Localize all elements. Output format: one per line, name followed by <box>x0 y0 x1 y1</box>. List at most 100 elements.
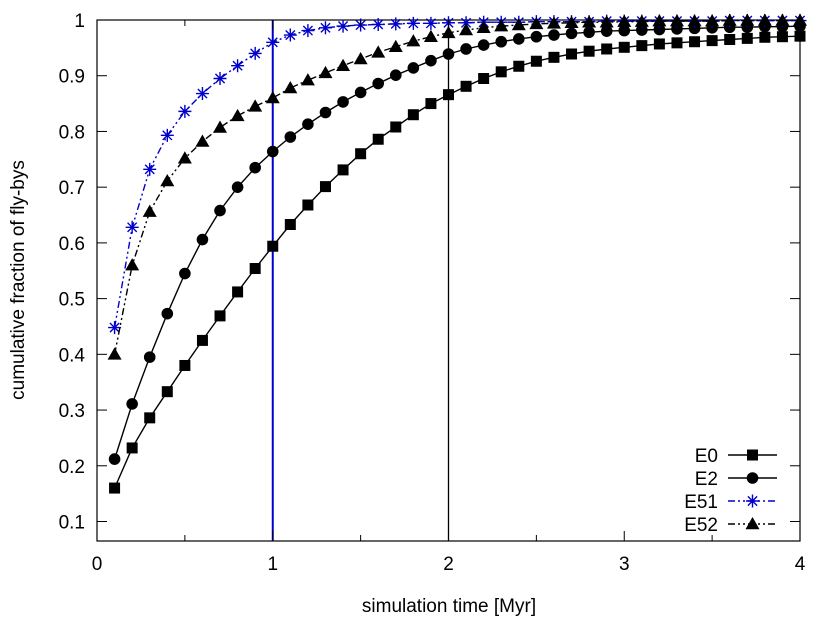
data-point-e2 <box>653 23 666 36</box>
x-axis-label: simulation time [Myr] <box>362 596 536 617</box>
data-point-e52 <box>599 15 614 28</box>
data-point-e52 <box>300 73 315 86</box>
data-point-e0 <box>249 263 261 275</box>
data-point-e0 <box>776 31 788 43</box>
data-point-e2 <box>389 69 402 81</box>
data-point-e0 <box>443 89 454 101</box>
data-point-e0 <box>741 32 753 44</box>
data-point-e0 <box>548 51 560 63</box>
legend-marker-e51 <box>746 494 759 508</box>
x-tick-label: 2 <box>443 554 454 575</box>
data-point-e52 <box>107 347 122 360</box>
x-tick-label: 4 <box>795 554 806 575</box>
data-point-e2 <box>618 24 631 37</box>
series-e51 <box>108 14 807 335</box>
data-point-e0 <box>478 73 490 85</box>
y-tick-label: 0.8 <box>59 122 85 143</box>
data-point-e0 <box>390 121 402 133</box>
data-point-e2 <box>513 33 525 45</box>
data-point-e52 <box>423 29 438 42</box>
data-point-e51 <box>160 128 174 142</box>
data-point-e2 <box>126 398 138 410</box>
data-point-e52 <box>371 45 386 58</box>
data-point-e0 <box>109 482 121 494</box>
data-point-e52 <box>336 58 351 71</box>
data-point-e2 <box>231 181 244 193</box>
data-point-e51 <box>195 87 209 101</box>
reference-lines <box>271 20 450 541</box>
data-point-e52 <box>177 151 192 164</box>
data-point-e0 <box>794 30 806 42</box>
legend-entry-e52: E52 <box>684 515 777 536</box>
x-tick-label: 3 <box>619 554 630 575</box>
series-e0 <box>109 30 806 494</box>
y-tick-label: 0.2 <box>59 457 85 478</box>
axis-ticks: 0 1 2 3 4 0.1 0.2 0.3 0.4 0.5 0.6 0.7 0.8 0.9 1 <box>59 11 806 575</box>
y-tick-label: 0.9 <box>59 67 85 88</box>
data-point-e0 <box>425 98 437 110</box>
data-point-e51 <box>231 59 245 73</box>
data-point-e51 <box>406 16 420 30</box>
data-point-e52 <box>248 99 263 112</box>
data-point-e0 <box>161 386 173 398</box>
data-point-e0 <box>653 38 665 50</box>
y-axis-label: cumulative fraction of fly-bys <box>8 160 29 400</box>
data-point-e2 <box>407 62 420 74</box>
x-tick-label: 0 <box>92 554 103 575</box>
data-point-e51 <box>266 35 280 49</box>
data-point-e51 <box>248 46 262 60</box>
y-tick-label: 0.3 <box>59 401 85 422</box>
data-point-e2 <box>179 267 191 280</box>
legend-label-e2: E2 <box>695 469 718 490</box>
data-point-e2 <box>143 351 156 363</box>
data-point-e0 <box>583 45 595 57</box>
data-point-e0 <box>636 40 648 52</box>
data-point-e2 <box>600 25 613 37</box>
data-point-e52 <box>353 52 368 65</box>
data-point-e0 <box>267 240 279 252</box>
y-tick-label: 0.5 <box>59 290 85 311</box>
data-point-e0 <box>495 66 507 78</box>
data-point-e2 <box>337 96 349 108</box>
data-point-e52 <box>775 13 790 26</box>
data-point-e0 <box>144 412 156 424</box>
data-point-e0 <box>513 60 525 72</box>
data-point-e2 <box>636 24 648 36</box>
data-point-e51 <box>389 17 403 31</box>
data-point-e2 <box>495 35 508 48</box>
data-point-e2 <box>161 307 174 320</box>
data-point-e52 <box>441 25 456 39</box>
data-point-e51 <box>125 220 139 234</box>
data-point-e2 <box>372 77 385 90</box>
data-point-e52 <box>564 15 579 29</box>
data-point-e52 <box>669 14 684 27</box>
data-point-e0 <box>724 34 736 46</box>
legend-marker-e0 <box>747 449 758 461</box>
data-point-e0 <box>530 55 542 67</box>
data-point-e0 <box>566 48 578 60</box>
data-point-e52 <box>476 20 491 34</box>
legend-entry-e0: E0 <box>695 446 777 467</box>
data-point-e0 <box>759 31 771 43</box>
data-point-e2 <box>583 26 595 39</box>
data-point-e0 <box>372 133 384 145</box>
y-tick-label: 0.1 <box>59 512 85 533</box>
data-point-e2 <box>266 145 279 158</box>
data-point-e0 <box>355 148 367 160</box>
data-point-e52 <box>546 16 561 29</box>
series-container <box>107 13 807 494</box>
series-e2 <box>108 20 806 465</box>
data-point-e2 <box>477 39 490 51</box>
data-point-e2 <box>354 86 367 99</box>
data-point-e2 <box>530 30 543 43</box>
data-point-e52 <box>652 14 667 27</box>
data-point-e52 <box>511 18 526 31</box>
data-point-e0 <box>671 37 683 49</box>
data-point-e0 <box>284 218 296 230</box>
data-point-e52 <box>195 134 210 147</box>
data-point-e51 <box>213 72 227 86</box>
x-tick-label: 1 <box>267 554 278 575</box>
data-point-e2 <box>565 27 578 40</box>
data-point-e51 <box>301 24 315 38</box>
